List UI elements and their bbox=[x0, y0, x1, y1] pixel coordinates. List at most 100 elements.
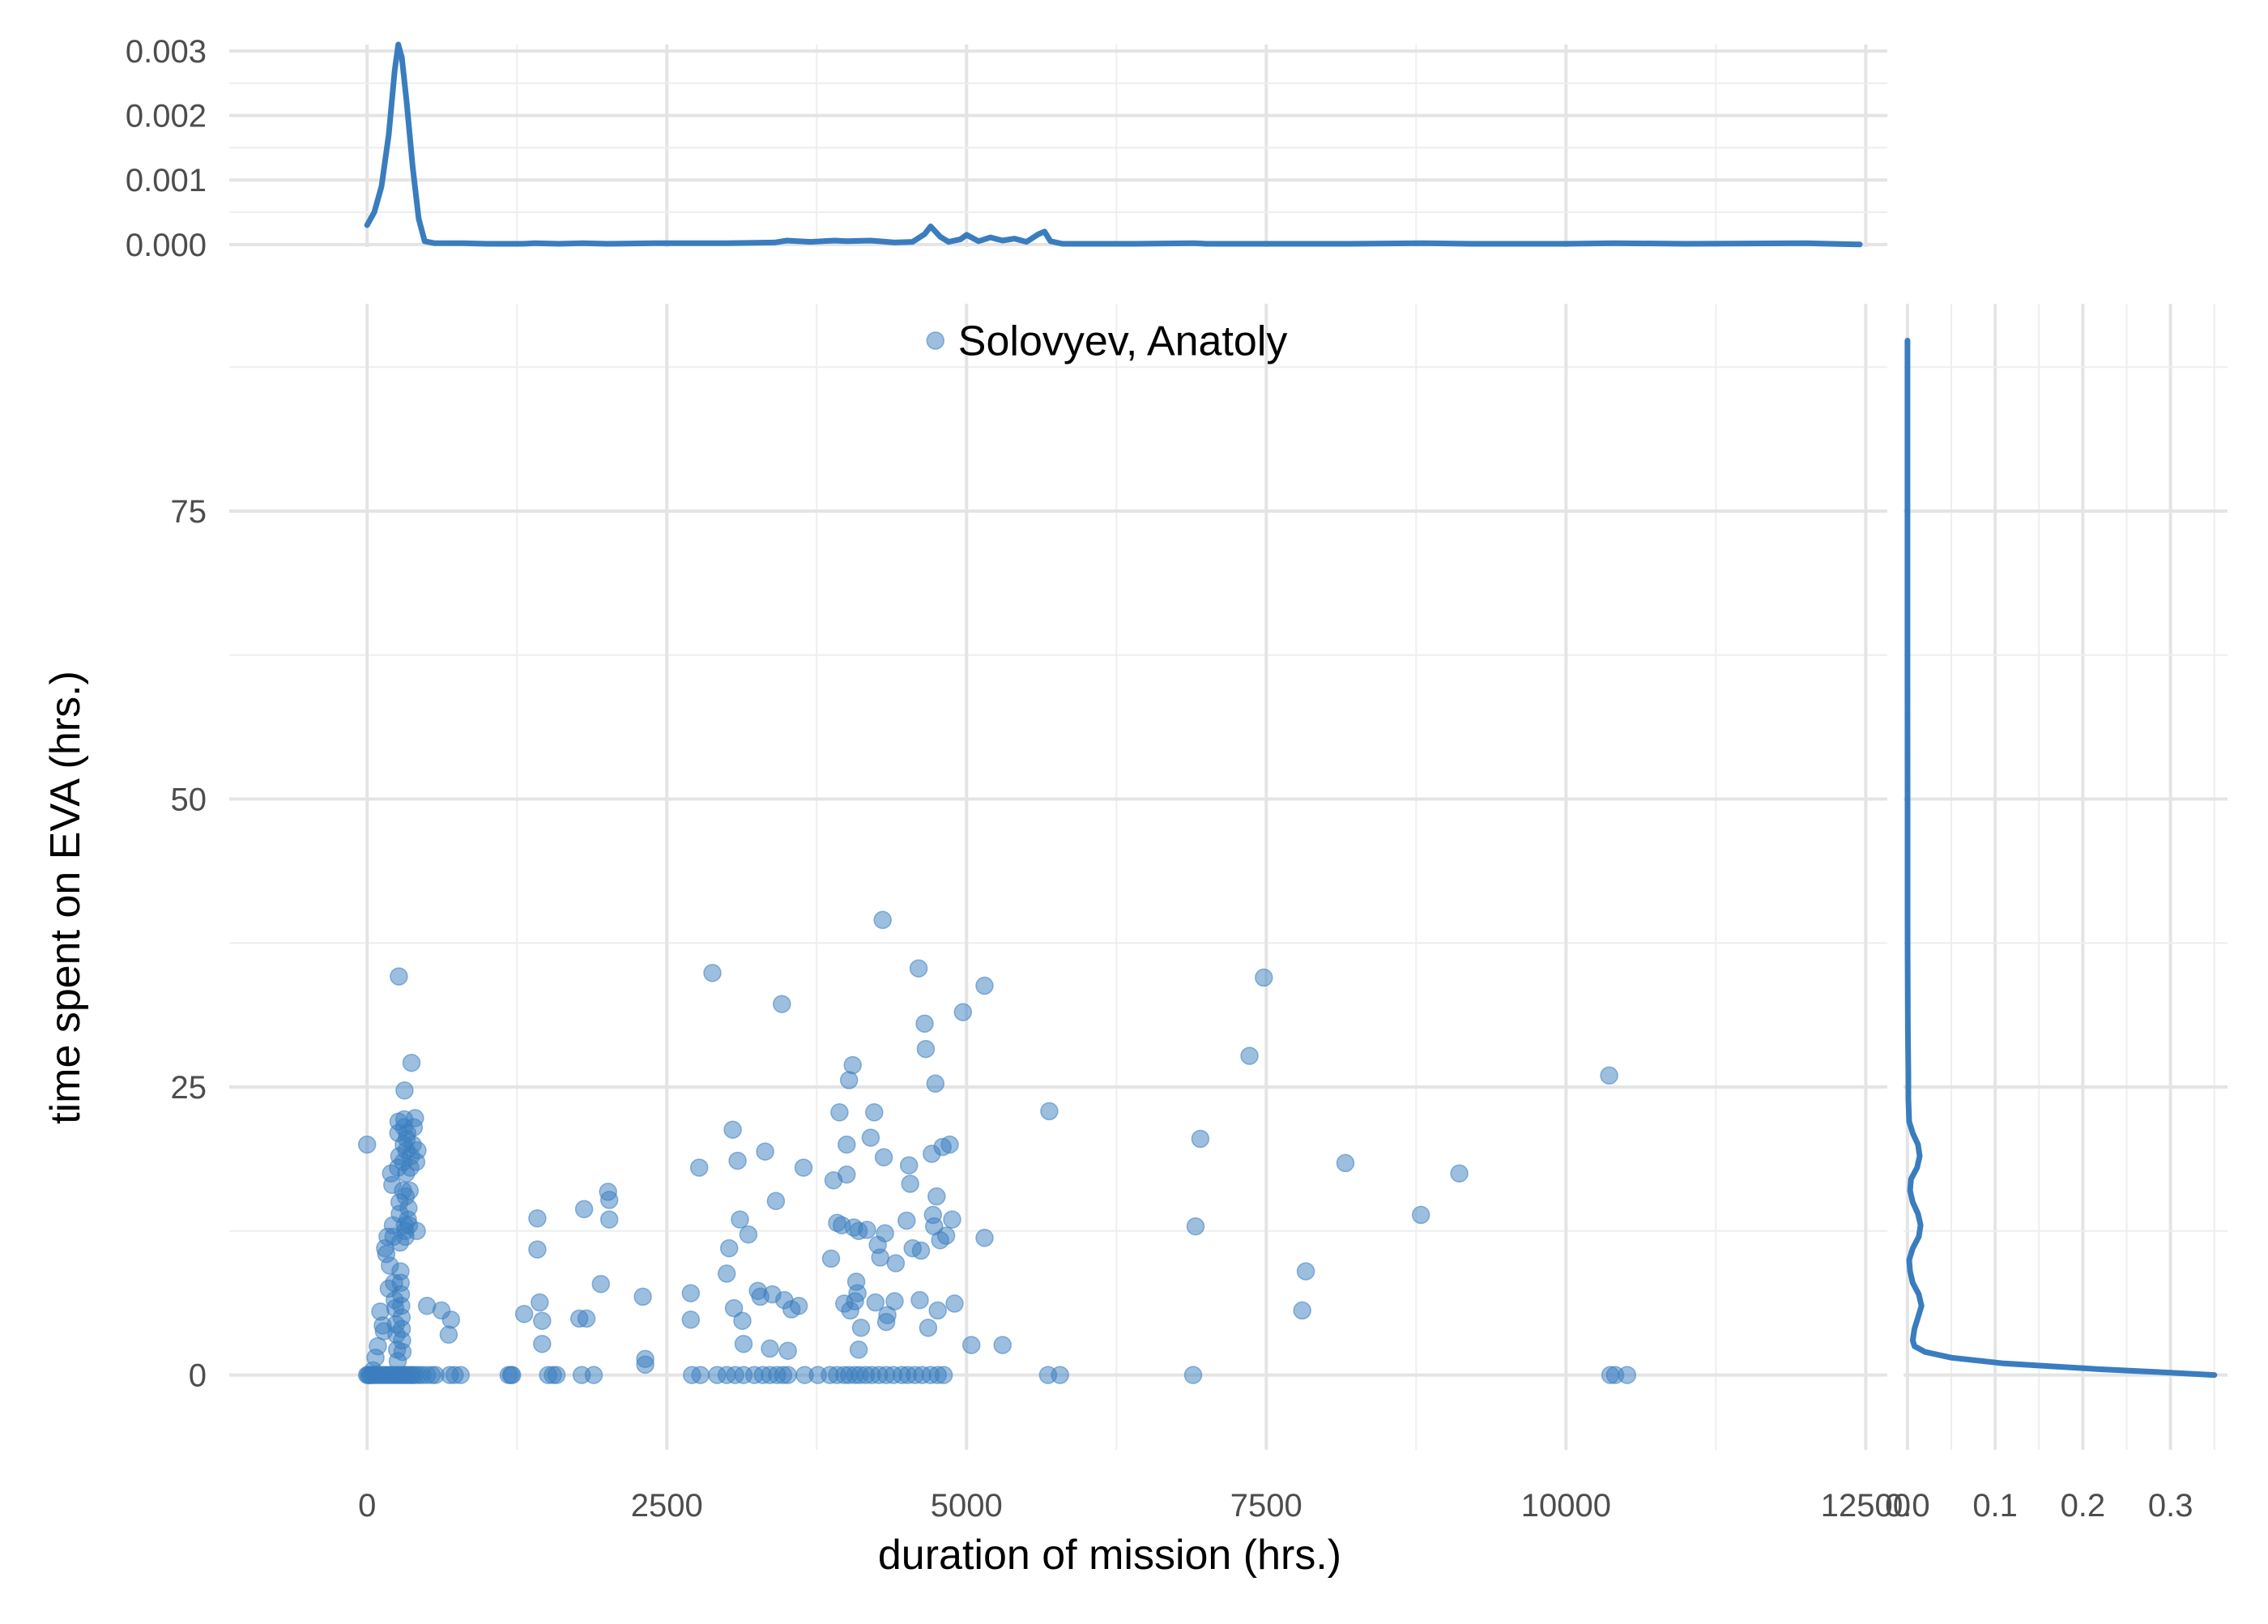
data-point bbox=[395, 1081, 414, 1100]
data-point bbox=[975, 1229, 994, 1247]
data-point bbox=[399, 1199, 418, 1217]
data-point bbox=[681, 1311, 701, 1329]
data-point bbox=[1183, 1366, 1203, 1384]
data-point bbox=[400, 1181, 420, 1200]
data-point bbox=[402, 1053, 421, 1072]
data-point bbox=[734, 1334, 753, 1353]
data-point bbox=[1186, 1217, 1205, 1236]
data-point bbox=[926, 1074, 945, 1093]
data-point bbox=[723, 1120, 742, 1139]
x-tick-label: 2500 bbox=[631, 1488, 703, 1524]
data-point bbox=[873, 910, 892, 930]
data-point bbox=[945, 1294, 964, 1313]
right-x-tick-label: 0.1 bbox=[1972, 1488, 2018, 1524]
top-y-tick-label: 0.003 bbox=[126, 34, 207, 70]
data-point bbox=[1450, 1164, 1469, 1183]
data-point bbox=[838, 1165, 856, 1184]
data-point bbox=[874, 1148, 893, 1167]
data-point bbox=[927, 1187, 946, 1206]
data-point bbox=[1255, 968, 1273, 987]
x-tick-label: 0 bbox=[358, 1488, 376, 1524]
data-point bbox=[843, 1055, 862, 1075]
data-point bbox=[406, 1109, 424, 1127]
data-point bbox=[838, 1135, 856, 1154]
data-point bbox=[848, 1284, 867, 1302]
data-point bbox=[441, 1311, 461, 1329]
right-x-tick-label: 0.3 bbox=[2148, 1488, 2193, 1524]
data-point bbox=[584, 1366, 603, 1384]
data-point bbox=[919, 1319, 938, 1337]
data-point bbox=[636, 1355, 654, 1375]
data-point bbox=[574, 1200, 594, 1219]
top-y-tick-label: 0.002 bbox=[126, 99, 207, 134]
data-point bbox=[866, 1293, 885, 1312]
top-y-tick-label: 0.000 bbox=[126, 228, 207, 263]
y-axis-title: time spent on EVA (hrs.) bbox=[42, 671, 89, 1124]
data-point bbox=[861, 1128, 880, 1147]
top-y-tick-label: 0.001 bbox=[126, 163, 207, 198]
data-point bbox=[911, 1241, 931, 1260]
right-density-curve bbox=[1904, 338, 2218, 1379]
data-point bbox=[451, 1366, 470, 1384]
data-point bbox=[886, 1254, 906, 1272]
y-tick-label: 25 bbox=[171, 1070, 207, 1106]
x-axis-title: duration of mission (hrs.) bbox=[878, 1532, 1341, 1579]
data-point bbox=[794, 1158, 813, 1177]
top-density-panel: 0.000 0.001 0.002 0.003 bbox=[126, 34, 1887, 263]
data-point bbox=[915, 1014, 934, 1034]
data-point bbox=[1600, 1066, 1618, 1085]
data-point bbox=[719, 1238, 739, 1258]
data-point bbox=[865, 1103, 884, 1122]
data-point bbox=[731, 1210, 749, 1229]
data-point bbox=[975, 976, 994, 995]
data-point bbox=[778, 1341, 797, 1360]
data-point bbox=[724, 1298, 744, 1318]
x-tick-label: 12500 bbox=[1821, 1488, 1911, 1524]
data-point bbox=[633, 1287, 652, 1306]
data-point bbox=[766, 1191, 786, 1211]
data-point bbox=[681, 1284, 701, 1302]
data-point bbox=[1040, 1102, 1059, 1121]
y-tick-label: 50 bbox=[171, 782, 207, 818]
data-point bbox=[821, 1249, 841, 1268]
data-point bbox=[408, 1141, 427, 1160]
y-tick-label: 75 bbox=[171, 494, 207, 530]
x-tick-label: 5000 bbox=[931, 1488, 1003, 1524]
data-point bbox=[531, 1293, 549, 1312]
right-x-tick-label: 0.2 bbox=[2061, 1488, 2106, 1524]
data-point bbox=[390, 967, 408, 986]
data-point bbox=[691, 1366, 710, 1384]
data-point bbox=[778, 1366, 797, 1384]
data-point bbox=[514, 1304, 534, 1323]
data-point bbox=[357, 1135, 377, 1154]
data-point bbox=[849, 1341, 868, 1359]
data-point bbox=[953, 1003, 973, 1021]
data-point bbox=[1051, 1366, 1069, 1384]
data-point bbox=[1293, 1301, 1311, 1320]
data-point bbox=[1191, 1129, 1210, 1149]
data-point bbox=[901, 1174, 919, 1193]
data-point bbox=[789, 1296, 808, 1315]
data-point bbox=[928, 1301, 947, 1320]
data-point bbox=[943, 1210, 961, 1229]
data-point bbox=[839, 1071, 859, 1089]
annotated-point bbox=[926, 331, 945, 350]
data-point bbox=[501, 1366, 521, 1384]
data-point bbox=[761, 1339, 779, 1358]
data-point bbox=[528, 1240, 547, 1259]
data-point bbox=[910, 1290, 929, 1310]
data-point bbox=[993, 1336, 1012, 1354]
scatter-points bbox=[357, 910, 1637, 1384]
data-point bbox=[961, 1336, 981, 1354]
data-point bbox=[599, 1210, 619, 1229]
data-point bbox=[528, 1208, 547, 1228]
data-point bbox=[439, 1325, 458, 1345]
data-point bbox=[1411, 1205, 1430, 1225]
data-point bbox=[940, 1135, 959, 1154]
data-point bbox=[1618, 1366, 1637, 1384]
data-point bbox=[909, 959, 928, 978]
data-point bbox=[547, 1366, 566, 1384]
data-point bbox=[393, 1342, 412, 1362]
